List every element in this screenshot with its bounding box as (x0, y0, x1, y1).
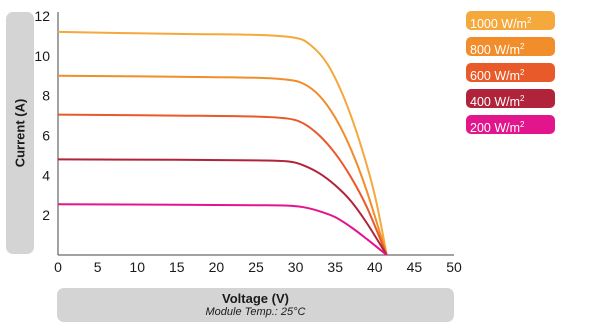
x-tick-label: 15 (169, 259, 185, 275)
legend-label: 200 W/m (470, 121, 521, 136)
legend-superscript: 2 (520, 120, 525, 129)
legend-item-800: 800 W/m2 (466, 37, 555, 58)
legend-superscript: 2 (520, 68, 525, 77)
x-tick-label: 50 (446, 259, 462, 275)
series-line-1000 (57, 30, 388, 256)
y-tick-label: 2 (42, 207, 50, 223)
series-line-800 (57, 74, 388, 256)
x-tick-label: 35 (327, 259, 343, 275)
legend-superscript: 2 (526, 16, 532, 25)
y-tick-label: 10 (34, 48, 50, 64)
series-line-200 (57, 203, 388, 256)
x-tick-label: 5 (94, 259, 102, 275)
x-axis-label-box: Voltage (V) Module Temp.: 25°C (57, 288, 454, 322)
x-tick-label: 0 (54, 259, 62, 275)
legend-label: 600 W/m (470, 69, 521, 84)
legend-item-1000: 1000 W/m2 (466, 11, 555, 32)
legend-superscript: 2 (520, 42, 525, 51)
chart-subtitle: Module Temp.: 25°C (205, 306, 306, 318)
legend-label: 400 W/m (470, 95, 521, 110)
y-tick-label: 6 (42, 128, 50, 144)
y-tick-label: 12 (34, 8, 50, 24)
x-axis-label: Voltage (V) (222, 291, 289, 306)
legend-label: 800 W/m (470, 43, 521, 58)
x-tick-label: 45 (407, 259, 423, 275)
legend: 1000 W/m2 800 W/m2 600 W/m2 400 W/m2 200 W/m… (466, 11, 555, 141)
x-tick-label: 30 (288, 259, 304, 275)
x-tick-label: 10 (129, 259, 145, 275)
x-tick-label: 40 (367, 259, 383, 275)
legend-item-600: 600 W/m2 (466, 63, 555, 84)
series-line-600 (57, 113, 388, 256)
x-tick-label: 20 (209, 259, 225, 275)
y-tick-label: 4 (42, 167, 50, 183)
legend-item-400: 400 W/m2 (466, 89, 555, 110)
legend-superscript: 2 (520, 94, 525, 103)
y-axis-label-box (6, 12, 34, 254)
legend-item-200: 200 W/m2 (466, 115, 555, 136)
series-line-400 (57, 158, 388, 256)
y-tick-label: 8 (42, 88, 50, 104)
legend-label: 1000 W/m (470, 17, 527, 32)
x-tick-label: 25 (248, 259, 264, 275)
